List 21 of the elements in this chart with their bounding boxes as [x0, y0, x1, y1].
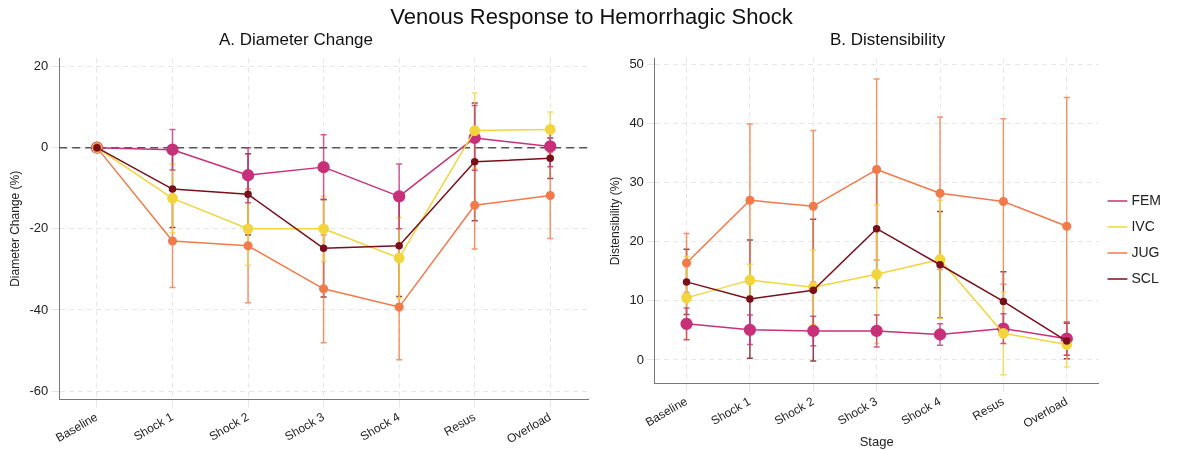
y-tick-label: -20 — [29, 220, 49, 236]
chart-title: B. Distensibility — [829, 29, 946, 49]
y-tick-label: 20 — [629, 233, 644, 249]
y-tick-label: -40 — [29, 301, 49, 317]
y-tick-label: 30 — [629, 174, 644, 190]
y-tick-label: 10 — [629, 292, 644, 308]
y-axis-title: Diameter Change (%) — [7, 170, 22, 287]
y-tick-label: 0 — [636, 351, 644, 367]
x-axis-title: Stage — [859, 433, 894, 449]
chart-subtitle: A. Diameter Change — [218, 29, 374, 49]
legend-label: SCL — [1131, 269, 1159, 286]
legend-label: JUG — [1131, 243, 1160, 260]
y-tick-label: 40 — [629, 115, 644, 131]
chart-title: Venous Response to Hemorrhagic Shock — [389, 4, 794, 30]
y-axis-title: Distensibility (%) — [607, 176, 622, 266]
y-tick-label: 50 — [629, 55, 644, 71]
y-tick-label: 20 — [33, 58, 49, 74]
legend-label: IVC — [1131, 217, 1155, 234]
y-tick-label: 0 — [40, 139, 49, 155]
legend-label: FEM — [1131, 191, 1162, 208]
y-tick-label: -60 — [29, 382, 49, 398]
